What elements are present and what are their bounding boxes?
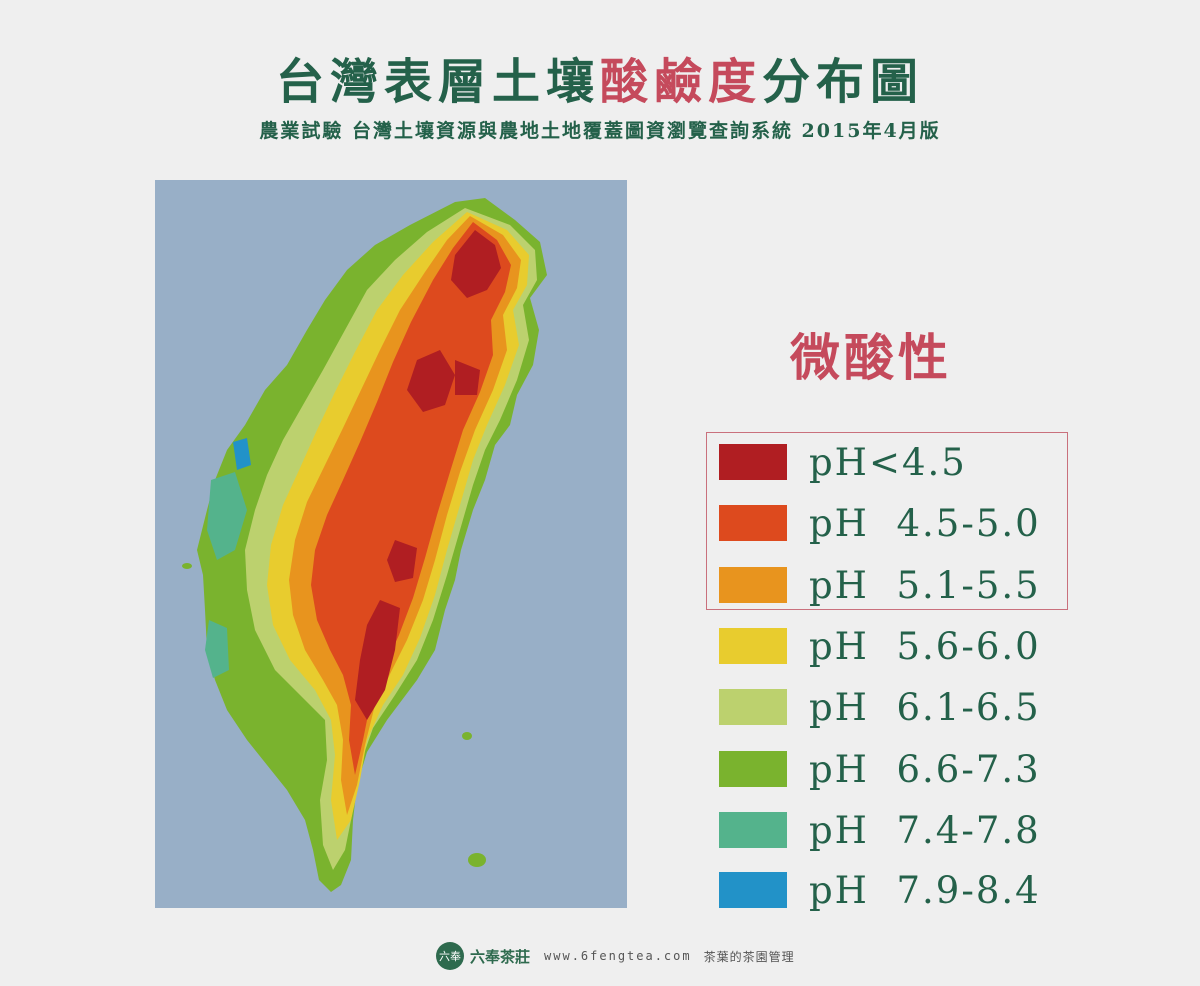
brand-name: 六奉茶莊 [470, 947, 531, 966]
zone-ph-below-4-5-east [455, 360, 480, 395]
footer: 六奉 六奉茶莊 www.6fengtea.com 茶葉的茶園管理 [436, 940, 795, 972]
orchid-island [468, 853, 486, 867]
legend-label: pH 6.1-6.5 [809, 685, 1041, 729]
green-island [462, 732, 472, 740]
legend-swatch [719, 751, 787, 787]
map-svg [182, 198, 547, 892]
legend-swatch [719, 505, 787, 541]
zone-ph-7-4-southwest [205, 620, 229, 678]
legend-swatch [719, 812, 787, 848]
taiwan-soil-ph-map [155, 180, 627, 908]
legend-item: pH 5.1-5.5 [719, 564, 1041, 607]
legend-label: pH 6.6-7.3 [809, 747, 1041, 791]
title-accent: 酸鹼度 [599, 54, 762, 110]
legend-label: pH 4.5-5.0 [809, 501, 1041, 545]
page-title: 台灣表層土壤酸鹼度分布圖 [0, 42, 1200, 112]
legend-label: pH 5.1-5.5 [809, 563, 1041, 607]
legend-item: pH 7.4-7.8 [719, 809, 1041, 852]
zone-ph-below-4-5-mid [387, 540, 417, 582]
legend-label: pH 7.9-8.4 [809, 868, 1041, 912]
zone-ph-7-4-west [207, 472, 247, 560]
legend-item: pH 6.6-7.3 [719, 748, 1041, 791]
weak-acid-label: 微酸性 [790, 328, 952, 387]
legend-swatch [719, 628, 787, 664]
website-link[interactable]: www.6fengtea.com [544, 949, 692, 963]
penghu-island [182, 563, 192, 569]
zone-ph-below-4-5-central [407, 350, 455, 412]
tea-logo-icon: 六奉 [436, 942, 464, 970]
legend-label: pH<4.5 [809, 440, 967, 484]
legend-swatch [719, 567, 787, 603]
zone-ph-below-4-5-south [355, 600, 400, 720]
legend-swatch [719, 872, 787, 908]
title-part1: 台灣表層土壤 [275, 54, 600, 110]
subtitle: 農業試驗 台灣土壤資源與農地土地覆蓋圖資瀏覽查詢系統 2015年4月版 [259, 120, 941, 142]
zone-ph-7-9 [233, 438, 251, 470]
legend-item: pH 7.9-8.4 [719, 869, 1041, 912]
tagline: 茶葉的茶園管理 [703, 949, 795, 964]
zone-ph-below-4-5-north [451, 230, 501, 298]
legend-item: pH<4.5 [719, 441, 967, 484]
legend-item: pH 5.6-6.0 [719, 625, 1041, 668]
legend-label: pH 5.6-6.0 [809, 624, 1041, 668]
legend-item: pH 6.1-6.5 [719, 686, 1041, 729]
zone-ph-4-5 [311, 222, 511, 775]
legend-label: pH 7.4-7.8 [809, 808, 1041, 852]
acid-range-highlight-box [706, 432, 1068, 610]
legend-swatch [719, 444, 787, 480]
legend-item: pH 4.5-5.0 [719, 502, 1041, 545]
legend-swatch [719, 689, 787, 725]
title-part2: 分布圖 [762, 54, 925, 110]
